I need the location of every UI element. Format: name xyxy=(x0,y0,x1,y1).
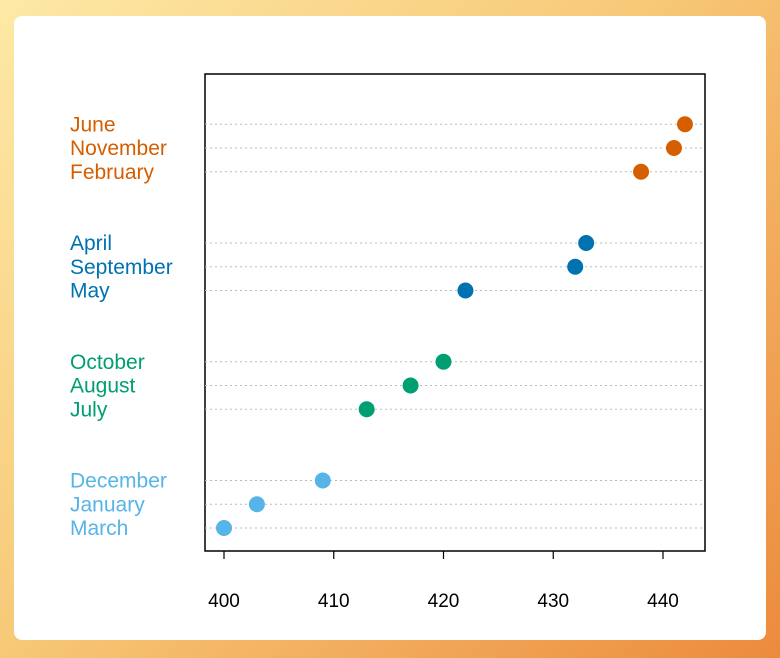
category-label: January xyxy=(70,493,145,516)
x-tick-label: 440 xyxy=(647,591,679,612)
x-tick-label: 430 xyxy=(537,591,569,612)
data-point-august xyxy=(402,377,419,394)
data-point-march xyxy=(216,520,232,536)
category-label: May xyxy=(70,280,110,303)
data-point-november xyxy=(665,140,682,156)
category-label: March xyxy=(70,517,128,540)
category-label: November xyxy=(70,137,167,160)
plot-frame xyxy=(204,73,706,552)
category-label: June xyxy=(70,113,116,136)
data-point-july xyxy=(358,401,375,418)
data-point-june xyxy=(676,116,693,133)
category-label: February xyxy=(70,161,155,184)
category-label: October xyxy=(70,351,145,374)
x-tick-label: 400 xyxy=(208,591,240,612)
data-point-february xyxy=(633,163,650,180)
data-point-september xyxy=(567,258,584,275)
data-point-april xyxy=(578,235,595,251)
category-label: August xyxy=(70,375,136,398)
category-label: December xyxy=(70,470,167,493)
x-tick-label: 410 xyxy=(318,591,350,612)
chart-card xyxy=(14,16,766,640)
category-label: September xyxy=(70,256,173,279)
data-point-december xyxy=(314,472,331,489)
data-point-january xyxy=(248,496,265,513)
data-point-october xyxy=(435,353,452,370)
category-label: April xyxy=(70,232,112,255)
x-tick-label: 420 xyxy=(428,591,460,612)
data-point-may xyxy=(457,282,474,299)
category-label: July xyxy=(70,398,108,421)
